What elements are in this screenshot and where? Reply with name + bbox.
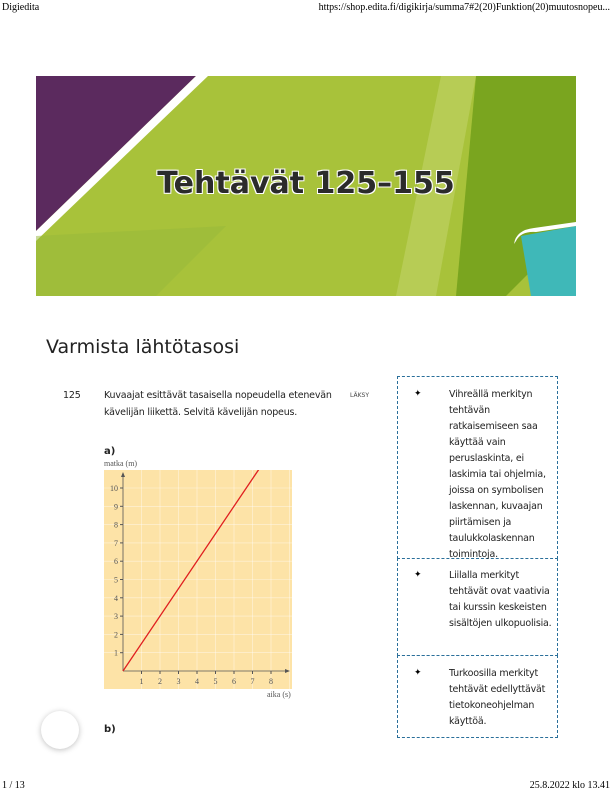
y-tick-label: 6 bbox=[114, 557, 118, 566]
y-tick-label: 1 bbox=[114, 649, 118, 658]
x-tick-label: 7 bbox=[251, 677, 255, 686]
banner: Tehtävät 125–155 bbox=[36, 76, 576, 296]
distance-time-chart: 1 2 3 4 5 6 7 8 1 2 3 4 5 6 7 8 9 10 bbox=[104, 470, 292, 689]
x-axis-label: aika (s) bbox=[267, 690, 291, 699]
series-line bbox=[122, 470, 260, 672]
print-datetime: 25.8.2022 klo 13.41 bbox=[529, 780, 610, 791]
x-tick-label: 3 bbox=[177, 677, 181, 686]
y-tick-label: 9 bbox=[114, 502, 118, 511]
x-tick-label: 5 bbox=[214, 677, 218, 686]
floating-action-button[interactable] bbox=[41, 711, 79, 749]
y-axis-arrow bbox=[121, 472, 125, 477]
y-tick-label: 5 bbox=[114, 576, 118, 585]
task-text: Kuvaajat esittävät tasaisella nopeudella… bbox=[104, 390, 332, 418]
x-tick-label: 4 bbox=[195, 677, 199, 686]
y-tick-label: 7 bbox=[114, 539, 118, 548]
x-tick-label: 2 bbox=[158, 677, 162, 686]
star-icon: ✦ bbox=[414, 668, 422, 678]
x-axis-arrow bbox=[285, 669, 290, 673]
task-number: 125 bbox=[63, 390, 81, 401]
star-icon: ✦ bbox=[414, 389, 422, 399]
y-tick-label: 10 bbox=[110, 484, 118, 493]
page-url: https://shop.edita.fi/digikirja/summa7#2… bbox=[318, 2, 610, 13]
note-text: Liilalla merkityt tehtävät ovat vaativia… bbox=[449, 570, 552, 629]
star-icon: ✦ bbox=[414, 570, 422, 580]
x-tick-label: 1 bbox=[140, 677, 144, 686]
banner-title: Tehtävät 125–155 bbox=[157, 166, 455, 201]
note-purple: ✦ Liilalla merkityt tehtävät ovat vaativ… bbox=[397, 558, 558, 656]
note-green: ✦ Vihreällä merkityn tehtävän ratkaisemi… bbox=[397, 376, 558, 560]
banner-graphic bbox=[36, 76, 576, 296]
note-text: Vihreällä merkityn tehtävän ratkaisemise… bbox=[449, 389, 546, 560]
part-b-label: b) bbox=[104, 724, 116, 735]
page-counter: 1 / 13 bbox=[2, 780, 25, 791]
site-name: Digiedita bbox=[2, 2, 40, 13]
y-tick-label: 4 bbox=[114, 594, 118, 603]
note-teal: ✦ Turkoosilla merkityt tehtävät edellytt… bbox=[397, 655, 558, 738]
x-tick-label: 8 bbox=[269, 677, 273, 686]
y-axis-label: matka (m) bbox=[104, 459, 138, 468]
task-tag: LÄKSY bbox=[350, 392, 369, 399]
y-tick-label: 8 bbox=[114, 521, 118, 530]
note-text: Turkoosilla merkityt tehtävät edellyttäv… bbox=[449, 668, 546, 727]
y-tick-label: 2 bbox=[114, 630, 118, 639]
part-a-label: a) bbox=[104, 446, 116, 457]
y-tick-label: 3 bbox=[114, 612, 118, 621]
section-title: Varmista lähtötasosi bbox=[46, 336, 240, 358]
x-tick-label: 6 bbox=[232, 677, 236, 686]
